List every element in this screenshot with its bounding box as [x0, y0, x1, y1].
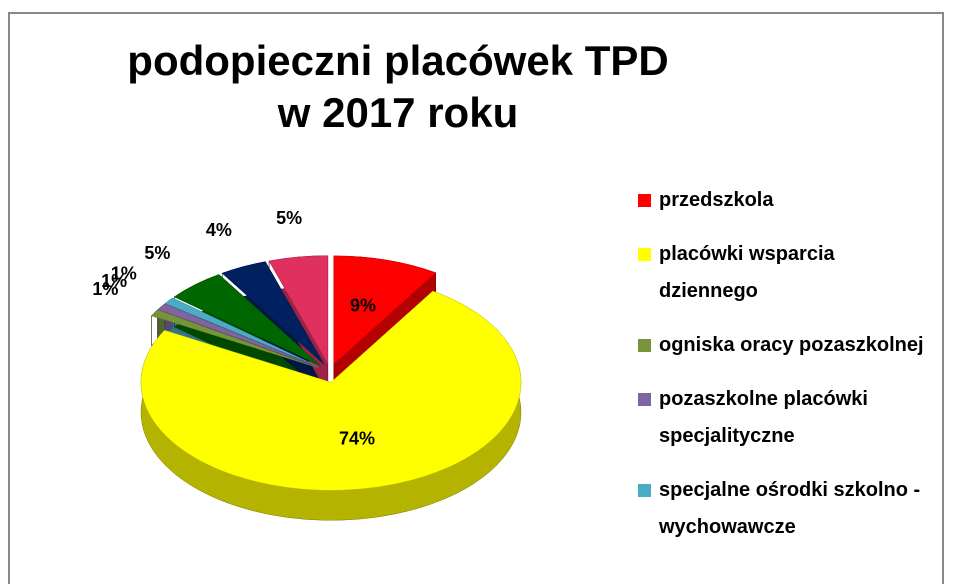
- slice: [333, 255, 437, 365]
- data-labels: 9% 74% 1%1%1% 5% 4% 5%: [92, 208, 376, 449]
- data-label: 4%: [206, 220, 232, 240]
- legend-item: specjalne ośrodki szkolno - wychowawcze: [638, 472, 956, 546]
- legend-item: ogniska oracy pozaszkolnej: [638, 327, 956, 364]
- data-label: 1%: [92, 279, 118, 299]
- legend-label: placówki wsparcia dziennego: [659, 243, 835, 302]
- legend-swatch: [638, 393, 651, 406]
- legend-swatch: [638, 248, 651, 261]
- chart-subtitle: w 2017 roku: [277, 89, 518, 136]
- chart-frame: [8, 12, 944, 584]
- data-label: 5%: [276, 208, 302, 228]
- slice: [150, 309, 319, 368]
- data-label: 74%: [339, 429, 375, 449]
- legend-item: pozaszkolne placówki specjalityczne: [638, 381, 956, 455]
- slice: [157, 303, 319, 368]
- data-label: 1%: [101, 271, 127, 291]
- slice-tops: [140, 255, 522, 491]
- legend-label: specjalne ośrodki szkolno - wychowawcze: [659, 479, 921, 538]
- legend-item: przedszkola: [638, 182, 956, 219]
- legend-label: przedszkola: [659, 189, 774, 211]
- data-label: 5%: [144, 243, 170, 263]
- legend-label: pozaszkolne placówki specjalityczne: [659, 388, 868, 447]
- slice: [140, 290, 522, 491]
- data-label: 9%: [350, 296, 376, 316]
- legend-swatch: [638, 339, 651, 352]
- chart-title: podopieczni placówek TPD: [127, 37, 668, 84]
- slice: [164, 297, 320, 368]
- legend-label: ogniska oracy pozaszkolnej: [659, 334, 924, 356]
- data-label: 1%: [111, 264, 137, 284]
- legend-swatch: [638, 194, 651, 207]
- legend-swatch: [638, 484, 651, 497]
- legend: przedszkola placówki wsparcia dziennego og…: [638, 182, 956, 563]
- slice: [173, 274, 321, 366]
- legend-item: placówki wsparcia dziennego: [638, 236, 956, 310]
- slice: [221, 261, 325, 365]
- slice: [268, 255, 329, 365]
